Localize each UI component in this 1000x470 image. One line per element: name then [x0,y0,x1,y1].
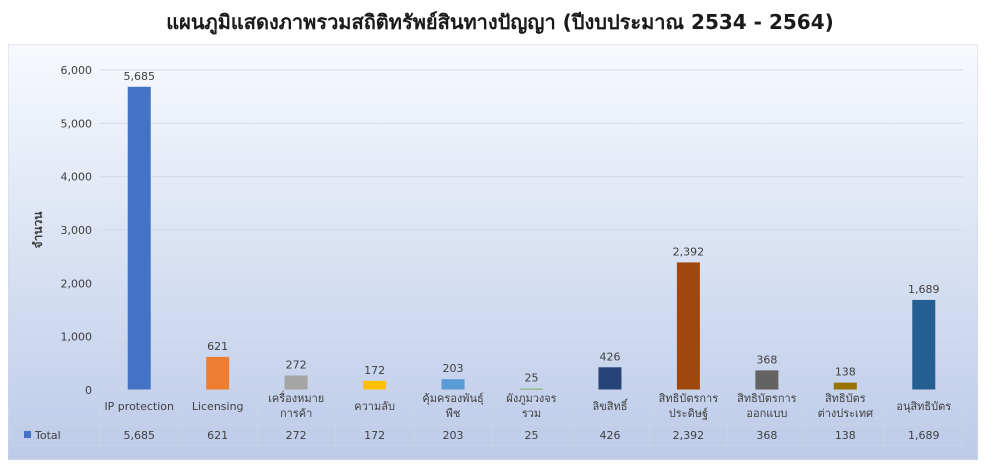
table-value: 203 [443,429,464,442]
x-tick-label: ลิขสิทธิ์ [592,398,629,413]
y-tick-label: 4,000 [61,171,93,184]
bar [127,86,151,391]
data-label: 621 [207,340,228,353]
x-tick-label-line: ออกแบบ [746,407,787,420]
y-tick-label: 1,000 [61,331,93,344]
data-label: 25 [525,372,539,385]
x-tick-label: ความลับ [354,400,395,413]
data-label: 5,685 [123,70,155,83]
table-value: 368 [756,429,777,442]
x-tick-label: Licensing [192,400,244,413]
y-tick-label: 0 [85,384,92,397]
table-value: 138 [835,429,856,442]
bar [833,382,857,390]
x-tick-label-line: คุ้มครองพันธุ์ [422,392,483,405]
x-tick-label-line: เครื่องหมาย [268,390,324,405]
table-value: 25 [525,429,539,442]
x-tick-label-line: รวม [522,407,541,420]
y-tick-label: 2,000 [61,277,93,290]
table-value: 5,685 [123,429,155,442]
bar [676,262,700,390]
x-tick-label-line: ต่างประเทศ [818,407,874,420]
chart-area: 0 1,000 2,000 3,000 4,000 5,000 6,000 จำนวน 5,68… [8,44,978,460]
x-tick-label-line: ผังภูมวงจร [506,392,556,405]
bar [206,356,230,390]
x-tick-label-line: การค้า [280,407,312,420]
x-tick-label: ผังภูมวงจรรวม [506,392,556,420]
legend-swatch [24,431,31,438]
x-tick-label: เครื่องหมายการค้า [268,390,324,420]
y-tick-label: 6,000 [61,64,93,77]
x-tick-label-line: ประดิษฐ์ [669,407,708,420]
y-tick-label: 5,000 [61,117,93,130]
table-value: 272 [286,429,307,442]
x-tick-label-line: สิทธิบัตร [825,392,866,405]
chart-svg: 0 1,000 2,000 3,000 4,000 5,000 6,000 จำนวน 5,68… [8,44,978,460]
bar [520,388,543,390]
x-tick-label: สิทธิบัตรการออกแบบ [737,392,797,420]
x-tick-label: สิทธิบัตรการประดิษฐ์ [658,392,718,420]
data-label: 2,392 [673,245,705,258]
chart-background [8,44,978,460]
legend-label: Total [34,429,61,442]
x-tick-label: IP protection [104,400,174,413]
data-label: 272 [286,358,307,371]
chart-title: แผนภูมิแสดงภาพรวมสถิติทรัพย์สินทางปัญญา … [166,10,834,34]
bar [284,375,308,390]
bar [441,379,465,390]
data-label: 368 [756,353,777,366]
table-value: 2,392 [673,429,705,442]
x-tick-label-line: สิทธิบัตรการ [658,392,718,405]
data-label: 138 [835,366,856,379]
table-value: 426 [599,429,620,442]
data-label: 426 [599,350,620,363]
data-label: 1,689 [908,283,940,296]
table-value: 172 [364,429,385,442]
data-label: 203 [443,362,464,375]
x-tick-label-line: พืช [446,407,461,420]
x-tick-label: คุ้มครองพันธุ์พืช [422,392,483,420]
table-value: 621 [207,429,228,442]
y-tick-label: 3,000 [61,224,93,237]
x-tick-label: อนุสิทธิบัตร [896,400,951,413]
bar [755,370,779,390]
x-tick-label: สิทธิบัตรต่างประเทศ [818,392,874,420]
bar [598,367,622,390]
bar [912,299,936,390]
bar [363,380,387,390]
x-tick-label-line: สิทธิบัตรการ [737,392,797,405]
table-value: 1,689 [908,429,940,442]
data-label: 172 [364,364,385,377]
y-axis-label: จำนวน [31,211,45,249]
